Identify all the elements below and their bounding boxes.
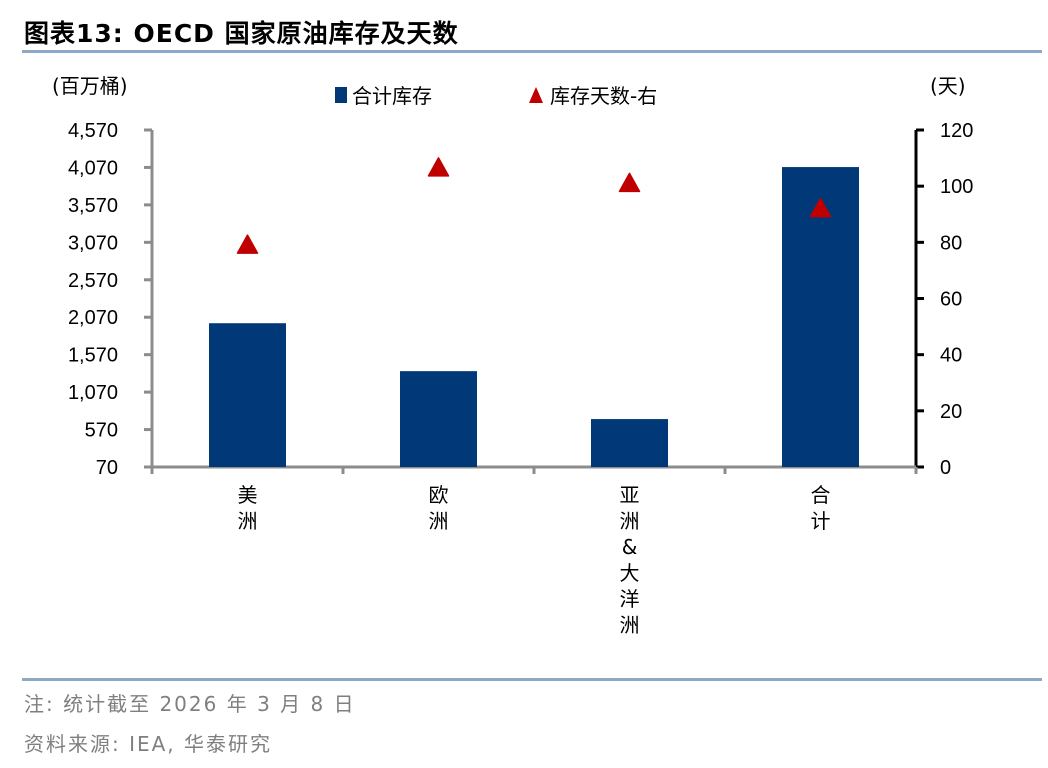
left-tick-label: 2,570 (68, 270, 118, 292)
right-tick-label: 0 (940, 457, 951, 479)
right-y-axis: 120 100 80 60 40 20 0 (914, 120, 973, 479)
category-label-char: & (622, 535, 638, 559)
right-axis-unit: (天) (930, 74, 966, 98)
category-label-char: 欧 (429, 483, 449, 507)
title-divider (22, 50, 1042, 53)
bar (400, 371, 477, 467)
left-y-axis: 4,570 4,070 3,570 3,070 2,570 2,070 1,570 1,070… (68, 120, 154, 479)
category-label-char: 大 (620, 561, 640, 585)
left-tick-label: 4,070 (68, 157, 118, 179)
category-label-char: 洲 (620, 613, 640, 637)
category-label-char: 亚 (620, 483, 640, 507)
x-axis (150, 465, 918, 474)
bar (591, 419, 668, 467)
legend-triangle-icon (529, 87, 543, 103)
triangle-marker-icon (618, 172, 641, 193)
category-label-char: 合 (811, 483, 831, 507)
left-tick-label: 70 (96, 457, 118, 479)
right-tick-label: 80 (940, 232, 962, 254)
left-tick-label: 1,070 (68, 382, 118, 404)
triangle-marker-icon (809, 197, 832, 218)
category-label-char: 美 (238, 483, 258, 507)
right-tick-label: 20 (940, 401, 962, 423)
right-tick-label: 40 (940, 345, 962, 367)
legend-marker-label: 库存天数-右 (550, 84, 657, 108)
left-tick-label: 3,570 (68, 195, 118, 217)
triangle-marker-icon (236, 234, 259, 254)
marker-series (236, 157, 832, 254)
left-tick-label: 1,570 (68, 345, 118, 367)
category-label-char: 计 (811, 509, 831, 533)
right-tick-label: 60 (940, 289, 962, 311)
triangle-marker-icon (427, 157, 450, 177)
right-tick-label: 120 (940, 120, 973, 142)
chart-title: 图表13: OECD 国家原油库存及天数 (24, 19, 459, 48)
left-tick-label: 3,070 (68, 232, 118, 254)
bar-series (209, 167, 859, 467)
left-tick-label: 4,570 (68, 120, 118, 142)
category-label-char: 洲 (429, 509, 449, 533)
bar (209, 323, 286, 467)
footer-source: 资料来源: IEA, 华泰研究 (24, 732, 273, 756)
footer-divider (22, 678, 1042, 681)
legend-bar-swatch-icon (335, 87, 347, 103)
legend: 合计库存 库存天数-右 (335, 84, 657, 108)
left-axis-unit: (百万桶) (52, 74, 128, 98)
footer-note: 注: 统计截至 2026 年 3 月 8 日 (24, 692, 356, 716)
left-tick-label: 2,070 (68, 307, 118, 329)
category-label-char: 洲 (620, 509, 640, 533)
category-label-char: 洋 (620, 587, 640, 611)
legend-bar-label: 合计库存 (352, 84, 432, 108)
category-label-char: 洲 (238, 509, 258, 533)
chart-canvas: (百万桶) (天) 合计库存 库存天数-右 4,570 4,070 3,570 3,0… (52, 74, 973, 637)
right-tick-label: 100 (940, 176, 973, 198)
left-tick-label: 570 (85, 420, 118, 442)
